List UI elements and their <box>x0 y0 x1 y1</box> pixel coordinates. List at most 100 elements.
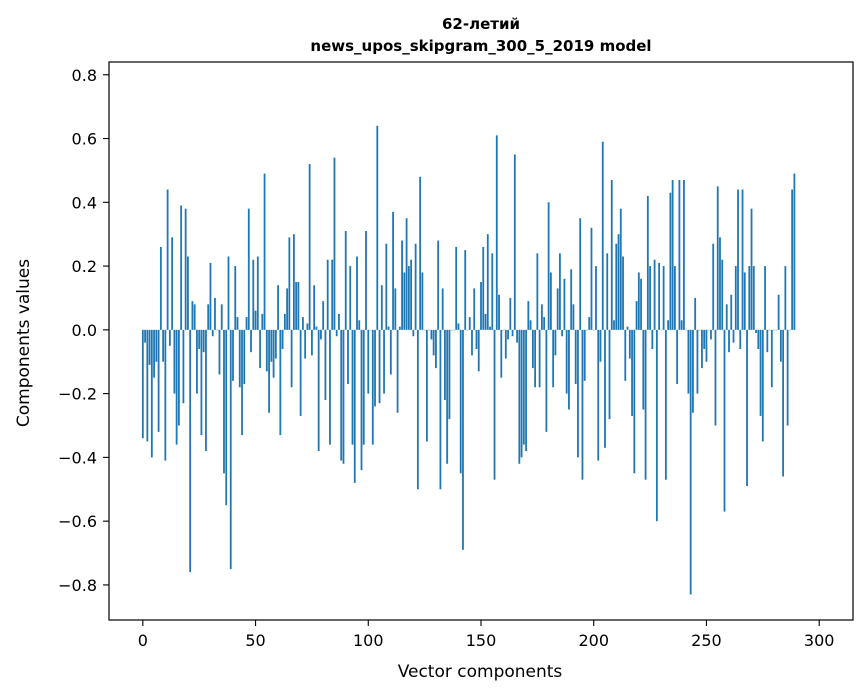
bar-151 <box>482 246 485 330</box>
bar-139 <box>455 246 458 330</box>
bar-231 <box>662 266 665 330</box>
bar-196 <box>583 329 586 381</box>
bar-262 <box>732 329 735 343</box>
bar-248 <box>701 329 703 369</box>
x-axis-label: Vector components <box>398 662 563 682</box>
bar-254 <box>714 329 717 426</box>
bar-16 <box>177 329 180 426</box>
bar-53 <box>261 313 264 330</box>
bar-271 <box>752 266 755 330</box>
bar-24 <box>196 329 198 394</box>
bar-45 <box>243 329 246 385</box>
bar-47 <box>247 208 250 330</box>
bar-61 <box>279 329 282 436</box>
bar-152 <box>484 313 487 330</box>
bar-27 <box>202 329 205 353</box>
bar-282 <box>777 294 780 330</box>
bar-96 <box>358 320 361 330</box>
bar-147 <box>473 288 476 330</box>
bar-74 <box>308 164 311 330</box>
bar-209 <box>613 320 615 330</box>
bar-75 <box>311 329 313 356</box>
bar-109 <box>387 326 390 330</box>
bar-172 <box>529 320 532 330</box>
bar-73 <box>306 323 309 330</box>
bar-286 <box>786 329 789 426</box>
x-tick-label-4: 200 <box>578 631 609 650</box>
bar-135 <box>446 329 449 464</box>
bar-55 <box>265 329 268 372</box>
bar-23 <box>193 304 196 330</box>
bar-91 <box>347 329 349 385</box>
y-tick-label-5: 0.2 <box>72 257 97 276</box>
bar-82 <box>326 259 329 330</box>
bar-204 <box>601 141 604 330</box>
bar-2 <box>146 329 149 442</box>
bar-8 <box>159 246 162 330</box>
bar-14 <box>173 329 176 394</box>
bar-218 <box>633 329 636 474</box>
bar-70 <box>299 329 302 416</box>
x-tick-label-1: 50 <box>245 631 265 650</box>
bar-193 <box>577 329 579 458</box>
bar-236 <box>673 266 676 330</box>
bar-219 <box>635 301 638 330</box>
bar-36 <box>223 329 225 474</box>
bar-169 <box>522 329 525 445</box>
bar-120 <box>412 329 415 337</box>
bar-7 <box>157 329 160 432</box>
bar-115 <box>401 240 403 330</box>
bar-100 <box>367 329 370 394</box>
bar-222 <box>642 329 645 410</box>
bar-68 <box>295 282 298 330</box>
bar-108 <box>385 243 388 330</box>
bar-272 <box>755 329 757 334</box>
bar-123 <box>419 176 422 330</box>
bar-203 <box>599 329 602 362</box>
bar-88 <box>340 329 343 461</box>
bar-270 <box>750 208 753 330</box>
bar-57 <box>270 329 273 362</box>
bar-133 <box>441 288 444 330</box>
bar-183 <box>554 329 557 356</box>
bar-79 <box>320 329 322 340</box>
bar-166 <box>516 329 518 343</box>
bar-131 <box>437 240 440 330</box>
bar-72 <box>304 329 307 359</box>
bar-59 <box>274 329 277 359</box>
bar-0 <box>141 329 144 439</box>
plot-area-frame <box>108 61 854 621</box>
x-tick-label-0: 0 <box>138 631 148 650</box>
bar-136 <box>448 329 451 420</box>
bar-242 <box>687 329 690 394</box>
bar-261 <box>730 294 733 330</box>
bar-132 <box>439 329 442 490</box>
bar-66 <box>290 329 293 388</box>
bar-161 <box>504 329 507 359</box>
bar-184 <box>556 288 559 330</box>
bar-240 <box>683 179 685 330</box>
bar-187 <box>563 278 566 330</box>
bars-group <box>141 125 796 595</box>
bar-181 <box>549 272 552 330</box>
bar-268 <box>746 329 748 487</box>
bar-37 <box>225 329 228 506</box>
bar-10 <box>164 329 167 461</box>
bar-188 <box>565 329 568 394</box>
bar-103 <box>374 329 376 407</box>
chart-title-line2: news_upos_skipgram_300_5_2019 model <box>310 37 651 55</box>
bar-142 <box>462 329 464 550</box>
bar-22 <box>191 301 194 330</box>
bar-179 <box>545 329 548 432</box>
bar-215 <box>626 326 629 330</box>
bar-31 <box>211 329 214 337</box>
bar-39 <box>229 329 232 569</box>
chart-title-line1: 62-летий <box>442 15 520 33</box>
bar-201 <box>595 266 597 330</box>
bar-46 <box>245 317 248 330</box>
bar-149 <box>477 329 480 372</box>
y-tick-label-4: 0.0 <box>72 321 97 340</box>
bar-113 <box>396 329 399 413</box>
bar-63 <box>283 313 286 330</box>
bar-158 <box>498 294 500 330</box>
